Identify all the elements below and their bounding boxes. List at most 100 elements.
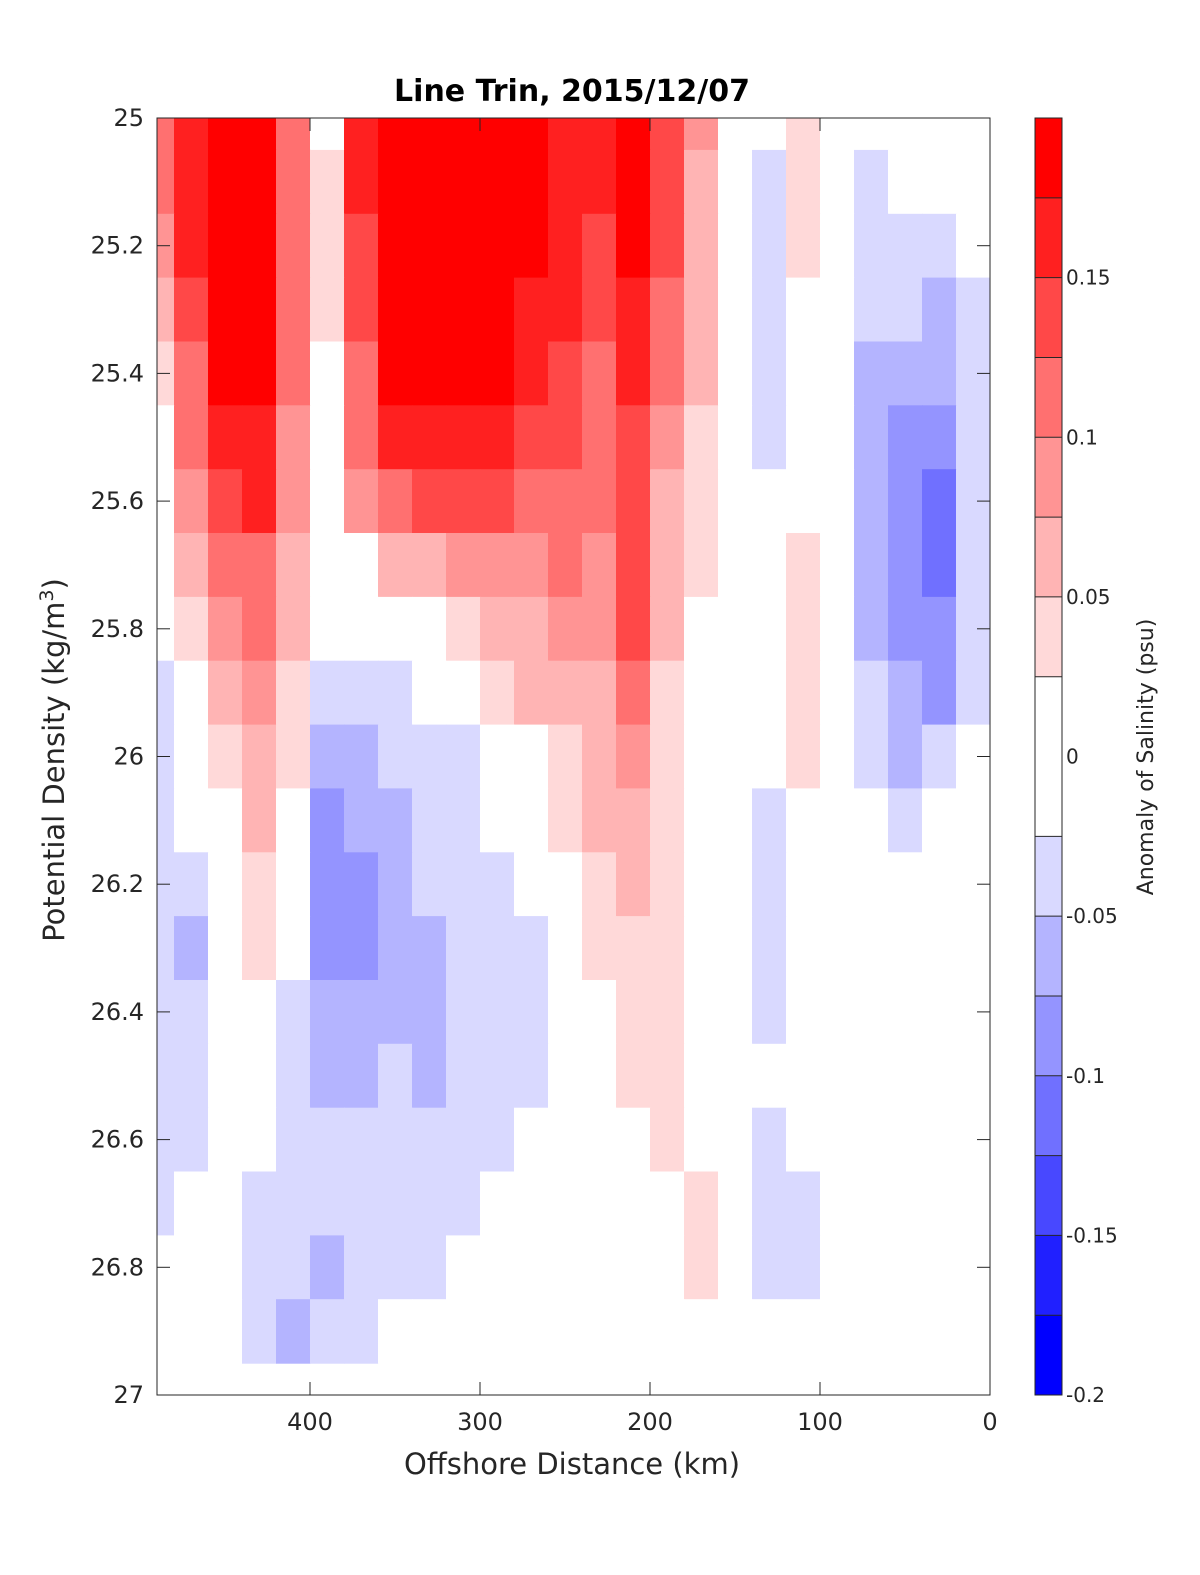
field-cell	[786, 596, 821, 662]
field-cell	[752, 341, 787, 406]
field-cell	[174, 980, 209, 1045]
field-cell	[888, 469, 923, 534]
field-cell	[582, 405, 617, 470]
field-cell	[514, 788, 549, 853]
field-cell	[344, 1171, 379, 1236]
field-cell	[786, 1107, 821, 1173]
field-cell	[786, 149, 821, 215]
field-cell	[582, 469, 617, 534]
field-cell	[242, 660, 277, 726]
field-cell	[480, 916, 515, 981]
x-tick-label: 200	[627, 1408, 673, 1436]
field-cell	[582, 724, 617, 790]
field-cell	[956, 149, 990, 215]
field-cell	[208, 980, 243, 1045]
field-cell	[548, 1171, 583, 1236]
field-cell	[174, 149, 209, 215]
field-cell	[174, 405, 209, 470]
field-cell	[820, 118, 855, 151]
field-cell	[956, 788, 990, 853]
field-cell	[378, 596, 413, 662]
field-cell	[684, 149, 719, 215]
field-cell	[446, 277, 481, 343]
y-tick-label: 25	[113, 104, 144, 132]
y-tick-label: 27	[113, 1381, 144, 1409]
field-cell	[242, 405, 277, 470]
field-cell	[922, 788, 957, 853]
field-cell	[310, 724, 345, 790]
field-cell	[378, 788, 413, 853]
field-cell	[242, 724, 277, 790]
field-cell	[616, 596, 651, 662]
colorbar-band	[1035, 118, 1062, 198]
field-cell	[310, 916, 345, 981]
field-cell	[378, 724, 413, 790]
field-cell	[888, 916, 923, 981]
field-cell	[956, 1299, 990, 1364]
colorbar-band	[1035, 836, 1062, 917]
field-cell	[480, 1171, 515, 1236]
y-axis-ticks: 25 25.2 25.4 25.6 25.8 26 26.2 26.4 26.6 26.8 27	[91, 104, 990, 1409]
field-cell	[820, 660, 855, 726]
field-cell	[786, 1299, 821, 1364]
field-cell	[922, 213, 957, 279]
field-cell	[412, 1171, 447, 1236]
field-cell	[616, 469, 651, 534]
field-cell	[174, 341, 209, 406]
field-cell	[888, 405, 923, 470]
field-cell	[276, 533, 311, 598]
field-cell	[412, 213, 447, 279]
field-cell	[786, 1171, 821, 1236]
field-cell	[378, 1235, 413, 1300]
field-cell	[208, 788, 243, 853]
field-cell	[344, 1043, 379, 1109]
field-cell	[242, 118, 277, 151]
field-cell	[684, 788, 719, 853]
field-cell	[718, 405, 753, 470]
field-cell	[684, 1107, 719, 1173]
field-cell	[174, 596, 209, 662]
field-cell	[616, 149, 651, 215]
field-cell	[956, 405, 990, 470]
field-cell	[446, 469, 481, 534]
colorbar-label: Anomaly of Salinity (psu)	[1134, 619, 1159, 896]
field-cell	[242, 469, 277, 534]
field-cell	[446, 1043, 481, 1109]
field-cell	[854, 660, 889, 726]
field-cell	[480, 1235, 515, 1300]
field-cell	[854, 213, 889, 279]
field-cell	[412, 277, 447, 343]
field-cell	[378, 1043, 413, 1109]
field-cell	[480, 724, 515, 790]
field-cell	[650, 533, 685, 598]
y-tick-label: 25.8	[91, 615, 144, 643]
field-cell	[310, 660, 345, 726]
field-cell	[276, 916, 311, 981]
field-cell	[786, 852, 821, 917]
y-tick-label: 26.2	[91, 870, 144, 898]
field-cell	[582, 852, 617, 917]
field-cell	[514, 596, 549, 662]
field-cell	[718, 980, 753, 1045]
field-cell	[956, 916, 990, 981]
field-cell	[718, 118, 753, 151]
field-cell	[514, 852, 549, 917]
field-cell	[514, 660, 549, 726]
field-cell	[888, 1107, 923, 1173]
field-cell	[752, 149, 787, 215]
field-cell	[174, 788, 209, 853]
field-cell	[684, 469, 719, 534]
y-axis-label-superscript: 3	[36, 589, 58, 601]
field-cell	[276, 1043, 311, 1109]
field-cell	[276, 788, 311, 853]
field-cell	[276, 149, 311, 215]
field-cell	[276, 341, 311, 406]
field-cell	[242, 533, 277, 598]
field-cell	[157, 916, 175, 981]
field-cell	[820, 980, 855, 1045]
y-axis-label-close: )	[37, 578, 71, 589]
field-cell	[616, 1043, 651, 1109]
field-cell	[242, 788, 277, 853]
field-cell	[480, 149, 515, 215]
field-cell	[786, 1043, 821, 1109]
